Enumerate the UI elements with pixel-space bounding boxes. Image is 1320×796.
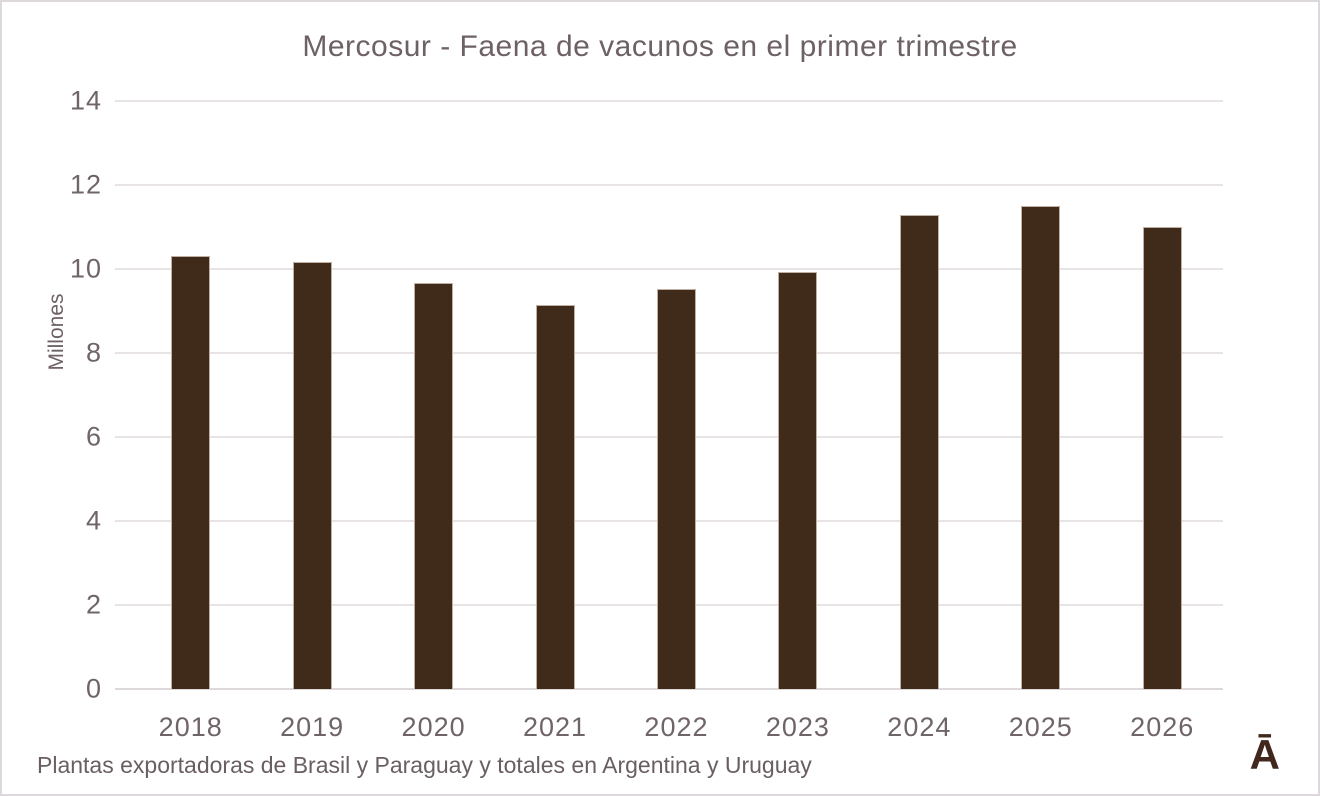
x-tick-label-2026: 2026 bbox=[1130, 712, 1195, 742]
x-tick-label-2018: 2018 bbox=[158, 712, 223, 742]
plot-area bbox=[115, 100, 1223, 690]
bar-slot-2023 bbox=[737, 101, 858, 689]
bar-2025 bbox=[1021, 205, 1061, 689]
y-tick-label-8: 8 bbox=[85, 337, 102, 368]
bar-slot-2019 bbox=[251, 101, 372, 689]
y-tick-label-2: 2 bbox=[85, 589, 102, 620]
bar-2022 bbox=[656, 289, 696, 689]
x-tick-label-2025: 2025 bbox=[1008, 712, 1073, 742]
bar-slot-2025 bbox=[980, 101, 1101, 689]
x-axis-tick-labels: 2018 2019 2020 2021 2022 2023 2024 2025 2026 bbox=[130, 712, 1223, 743]
bar-slot-2024 bbox=[859, 101, 980, 689]
bar-slot-2018 bbox=[130, 101, 251, 689]
bar-slot-2020 bbox=[373, 101, 494, 689]
x-tick-label-2023: 2023 bbox=[765, 712, 830, 742]
bar-slot-2026 bbox=[1102, 101, 1223, 689]
y-tick-label-12: 12 bbox=[69, 169, 102, 200]
x-tick-label-2024: 2024 bbox=[887, 712, 952, 742]
bar-2024 bbox=[899, 215, 939, 689]
bar-2020 bbox=[414, 282, 454, 689]
footnote: Plantas exportadoras de Brasil y Paragua… bbox=[37, 752, 812, 778]
bar-2026 bbox=[1142, 227, 1182, 689]
x-tick-label-2021: 2021 bbox=[522, 712, 588, 742]
gridline-y-0 bbox=[115, 688, 1223, 690]
x-tick-label-2019: 2019 bbox=[280, 712, 345, 742]
bar-2023 bbox=[778, 271, 818, 689]
bar-slot-2022 bbox=[616, 101, 737, 689]
logo-a-macron: Ā bbox=[1249, 731, 1280, 778]
gridline-y-14 bbox=[115, 100, 1223, 102]
bar-2019 bbox=[292, 261, 332, 689]
y-tick-label-14: 14 bbox=[69, 85, 102, 116]
x-tick-label-2020: 2020 bbox=[401, 712, 466, 742]
bar-slot-2021 bbox=[494, 101, 615, 689]
y-tick-label-4: 4 bbox=[85, 505, 102, 536]
y-tick-label-10: 10 bbox=[69, 253, 102, 284]
gridline-y-12 bbox=[115, 184, 1223, 186]
y-axis-tick-labels: 0 2 4 6 8 10 12 14 bbox=[2, 86, 102, 704]
bar-2018 bbox=[171, 255, 211, 689]
bar-2021 bbox=[535, 304, 575, 689]
y-axis-title: Millones bbox=[45, 293, 68, 371]
x-tick-label-2022: 2022 bbox=[644, 712, 709, 742]
y-tick-label-6: 6 bbox=[85, 421, 102, 452]
y-tick-label-0: 0 bbox=[85, 673, 102, 704]
gridline-y-10 bbox=[115, 268, 1223, 270]
bar-series bbox=[130, 101, 1223, 689]
chart-title: Mercosur - Faena de vacunos en el primer… bbox=[302, 30, 1018, 63]
